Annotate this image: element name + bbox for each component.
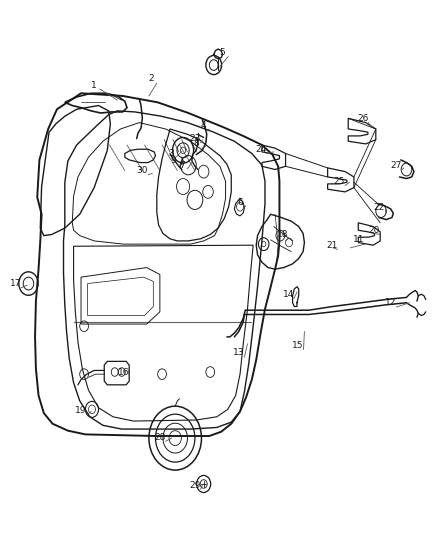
Text: 16: 16 — [118, 368, 129, 376]
Text: 9: 9 — [170, 157, 176, 165]
Text: 3: 3 — [168, 149, 174, 158]
Text: 25: 25 — [334, 177, 345, 185]
Text: 21: 21 — [326, 241, 338, 249]
Text: 12: 12 — [385, 298, 396, 307]
Text: 28: 28 — [154, 433, 166, 441]
Text: 17: 17 — [10, 279, 21, 288]
Text: 27: 27 — [391, 161, 402, 169]
Text: 8: 8 — [193, 140, 199, 148]
Text: 22: 22 — [373, 204, 385, 212]
Text: 15: 15 — [292, 341, 304, 350]
Text: 2: 2 — [148, 75, 154, 83]
Text: 18: 18 — [277, 230, 288, 239]
Text: 29: 29 — [189, 481, 201, 489]
Text: 4: 4 — [201, 121, 206, 130]
Text: 24: 24 — [255, 145, 266, 154]
Text: 20: 20 — [369, 226, 380, 235]
Text: 13: 13 — [233, 349, 244, 357]
Text: 5: 5 — [219, 48, 226, 56]
Text: 1: 1 — [91, 81, 97, 90]
Text: 7: 7 — [179, 161, 185, 169]
Text: 26: 26 — [357, 114, 368, 123]
Text: 14: 14 — [283, 290, 294, 298]
Text: 30: 30 — [137, 166, 148, 175]
Text: 11: 11 — [353, 236, 365, 244]
Text: 19: 19 — [75, 406, 87, 415]
Text: 6: 6 — [237, 198, 243, 207]
Text: 23: 23 — [189, 134, 201, 143]
